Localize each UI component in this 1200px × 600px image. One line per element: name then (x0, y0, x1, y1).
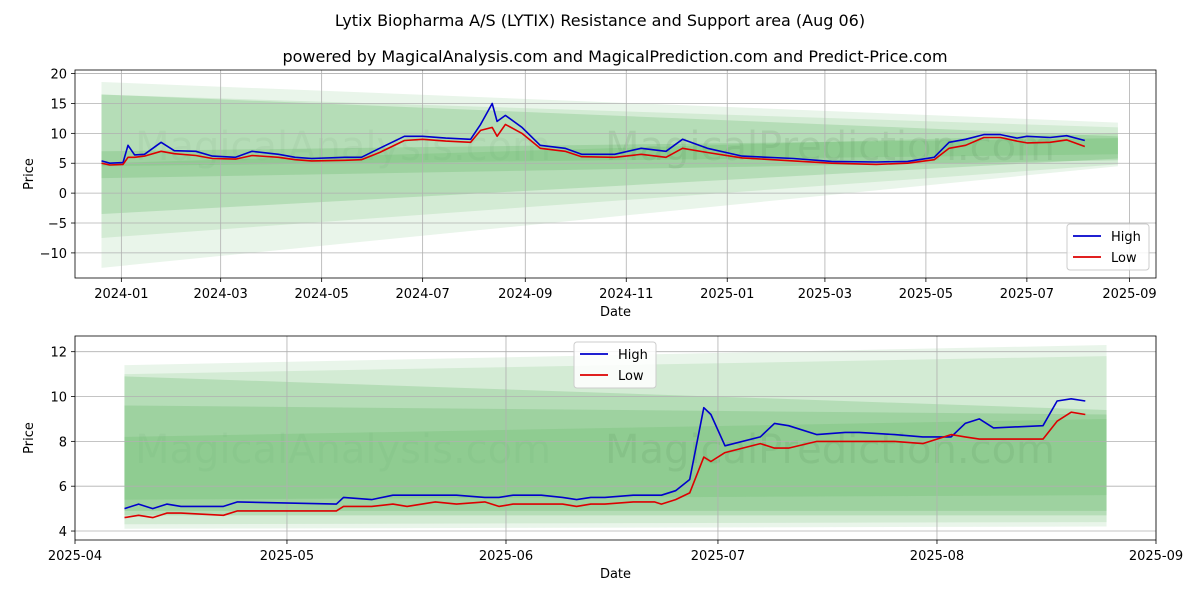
series-line-high (101, 102, 1086, 164)
legend: High Low (1066, 223, 1150, 271)
support-band-1 (101, 94, 1118, 238)
x-tick-label: 2025-01 (700, 287, 754, 302)
series-line-low (101, 123, 1086, 166)
x-tick-label: 2025-07 (691, 549, 745, 564)
x-axis-label: Date (600, 305, 631, 320)
top-panel: MagicalAnalysis.com MagicalPrediction.com… (22, 68, 1157, 320)
support-band-2 (124, 376, 1107, 516)
legend: High Low (573, 341, 657, 389)
band-group (124, 344, 1107, 529)
y-tick-label: −10 (40, 247, 67, 262)
x-axis-label: Date (600, 567, 631, 582)
legend-label-low: Low (1111, 251, 1137, 266)
y-tick-label: 20 (50, 68, 67, 83)
y-tick-label: 6 (59, 480, 67, 495)
x-tick-label: 2025-06 (479, 549, 533, 564)
support-band-4 (124, 418, 1107, 500)
x-tick-label: 2024-01 (94, 287, 148, 302)
y-tick-label: 4 (59, 525, 67, 540)
y-tick-label: 10 (50, 391, 67, 406)
series-group (101, 102, 1086, 166)
x-tick-label: 2024-11 (599, 287, 653, 302)
legend-label-high: High (1111, 230, 1141, 245)
x-tick-label: 2025-05 (260, 549, 314, 564)
support-band-1 (124, 356, 1107, 525)
y-axis-label: Price (22, 158, 37, 190)
series-group (124, 398, 1086, 519)
y-axis-label: Price (22, 422, 37, 454)
y-tick-label: 0 (59, 187, 67, 202)
plot-frame (74, 335, 1157, 541)
watermark-left: MagicalAnalysis.com (135, 124, 551, 170)
support-band-0 (124, 344, 1107, 529)
chart-subtitle: powered by MagicalAnalysis.com and Magic… (282, 47, 947, 66)
watermark-left: MagicalAnalysis.com (135, 427, 551, 473)
plot-frame (74, 69, 1157, 279)
y-tick-label: 15 (50, 97, 67, 112)
x-tick-label: 2025-07 (1000, 287, 1054, 302)
x-tick-label: 2025-05 (899, 287, 953, 302)
y-tick-label: 8 (59, 435, 67, 450)
series-line-high (124, 398, 1086, 510)
watermark-right: MagicalPrediction.com (605, 427, 1055, 473)
y-tick-label: 12 (50, 346, 67, 361)
x-tick-label: 2025-08 (910, 549, 964, 564)
y-tick-label: −5 (48, 217, 67, 232)
x-tick-label: 2025-03 (798, 287, 852, 302)
y-tick-label: 5 (59, 157, 67, 172)
x-tick-label: 2025-04 (48, 549, 102, 564)
bottom-panel: MagicalAnalysis.com MagicalPrediction.com… (22, 335, 1183, 582)
x-tick-label: 2024-05 (294, 287, 348, 302)
x-tick-label: 2025-09 (1129, 549, 1183, 564)
x-tick-label: 2024-09 (498, 287, 552, 302)
band-group (101, 81, 1118, 268)
legend-label-high: High (618, 348, 648, 363)
support-band-0 (101, 81, 1118, 268)
x-tick-label: 2024-07 (395, 287, 449, 302)
series-line-low (124, 411, 1086, 519)
x-tick-label: 2024-03 (194, 287, 248, 302)
x-tick-label: 2025-09 (1102, 287, 1156, 302)
legend-label-low: Low (618, 369, 644, 384)
chart-title: Lytix Biopharma A/S (LYTIX) Resistance a… (335, 11, 865, 30)
y-tick-label: 10 (50, 127, 67, 142)
